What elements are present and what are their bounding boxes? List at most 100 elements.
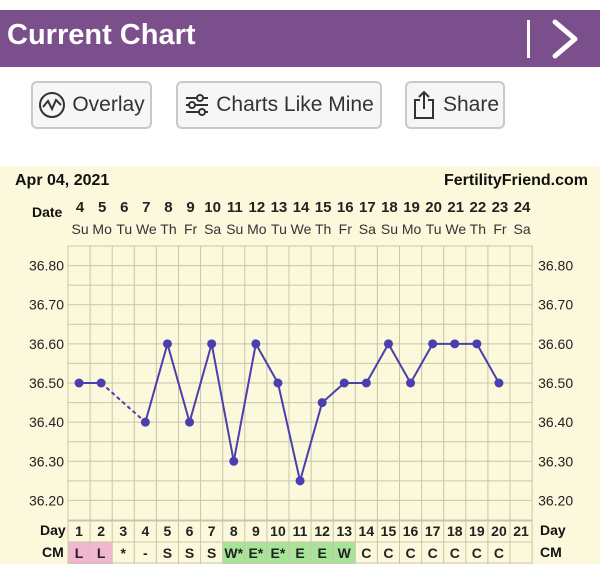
date-label: 11 [227,199,243,216]
temperature-point[interactable] [295,476,305,486]
cm-label: E* [248,545,263,561]
cm-cell-bg [311,542,334,564]
temperature-point[interactable] [383,339,393,349]
date-label: 16 [337,199,354,216]
date-label: 20 [425,199,442,216]
temperature-point[interactable] [317,398,327,408]
y-tick-label-right: 36.50 [538,375,573,391]
temperature-point[interactable] [207,339,217,349]
share-icon [413,90,434,119]
cm-label: C [428,545,438,561]
cm-cell-bg [90,542,113,564]
cm-label: S [185,545,194,561]
cm-label: C [450,545,460,561]
cm-label: S [163,545,172,561]
weekday-label: Fr [184,221,198,237]
cm-label: C [361,545,371,561]
cm-cell-bg [68,542,91,564]
temperature-point[interactable] [406,378,416,388]
cycle-day-label: 13 [336,523,352,539]
date-label: 22 [470,199,487,216]
cycle-day-label: 3 [119,523,127,539]
weekday-label: Su [71,221,88,237]
temperature-point[interactable] [273,378,283,388]
fertility-chart: Apr 04, 2021 FertilityFriend.com Date Da… [0,166,600,564]
temperature-line-segment [276,382,302,482]
temperature-point[interactable] [229,456,239,466]
temperature-point[interactable] [361,378,371,388]
temperature-point[interactable] [162,339,172,349]
weekday-label: We [445,221,466,237]
date-label: 19 [403,199,420,216]
cm-label: C [494,545,504,561]
weekday-label: Fr [493,221,507,237]
cm-label: E [317,545,326,561]
temperature-point[interactable] [494,378,504,388]
cycle-day-label: 5 [164,523,172,539]
cycle-day-label: 7 [208,523,216,539]
cycle-day-label: 8 [230,523,238,539]
sliders-icon [186,94,209,116]
y-tick-label-right: 36.20 [538,492,573,508]
chevron-right-icon[interactable] [543,16,583,62]
cm-row-label: CM [42,544,64,560]
y-tick-label: 36.20 [29,492,64,508]
cm-label: E [295,545,304,561]
cm-cell-bg [244,542,267,564]
temperature-point[interactable] [140,417,150,427]
date-label: 6 [120,199,128,216]
date-label: 10 [204,199,221,216]
temperature-point[interactable] [185,417,195,427]
cm-cell-bg [266,542,289,564]
header-divider [527,20,530,58]
temperature-line-segment [144,343,169,423]
weekday-label: Su [226,221,243,237]
weekday-label: Sa [359,221,376,237]
temperature-point[interactable] [251,339,261,349]
weekday-label: Mo [247,221,267,237]
page-title: Current Chart [7,19,196,51]
temperature-line-segment [188,343,213,423]
cm-label: E* [271,545,286,561]
trend-line-icon [39,92,66,118]
overlay-button[interactable]: Overlay [31,81,152,129]
date-label: 4 [76,199,85,216]
temperature-line-segment [365,343,390,384]
temperature-point[interactable] [450,339,460,349]
temperature-line-segment [299,402,324,482]
date-label: 14 [293,199,310,216]
share-label: Share [442,93,500,116]
cm-label: C [472,545,482,561]
charts-like-mine-label: Charts Like Mine [216,93,374,116]
temperature-line-segment [210,343,235,462]
date-label: 17 [359,199,376,216]
temperature-line-segment [166,343,191,423]
cycle-day-label: 1 [75,523,83,539]
cycle-day-label: 2 [97,523,105,539]
temperature-line-segment [254,343,279,384]
y-tick-label: 36.30 [29,453,64,469]
cycle-day-label: 17 [425,523,441,539]
cm-cell-bg [222,542,245,564]
cycle-day-label: 11 [293,523,308,539]
share-button[interactable]: Share [405,81,505,129]
temperature-point[interactable] [428,339,438,349]
cycle-day-label: 19 [469,523,485,539]
date-label: 8 [164,199,172,216]
weekday-label: Th [470,221,486,237]
day-row-label-right: Day [540,522,566,538]
temperature-line-segment [232,343,257,462]
temperature-point[interactable] [96,378,106,388]
cycle-day-label: 14 [359,523,375,539]
temperature-point[interactable] [74,378,84,388]
weekday-label: Th [160,221,176,237]
cm-label: L [75,545,84,561]
cm-cell-bg [289,542,312,564]
temperature-point[interactable] [472,339,482,349]
y-tick-label-right: 36.40 [538,414,573,430]
temperature-point[interactable] [339,378,349,388]
cycle-day-label: 20 [491,523,507,539]
cm-label: C [383,545,393,561]
date-label: 12 [249,199,266,216]
charts-like-mine-button[interactable]: Charts Like Mine [176,81,382,129]
